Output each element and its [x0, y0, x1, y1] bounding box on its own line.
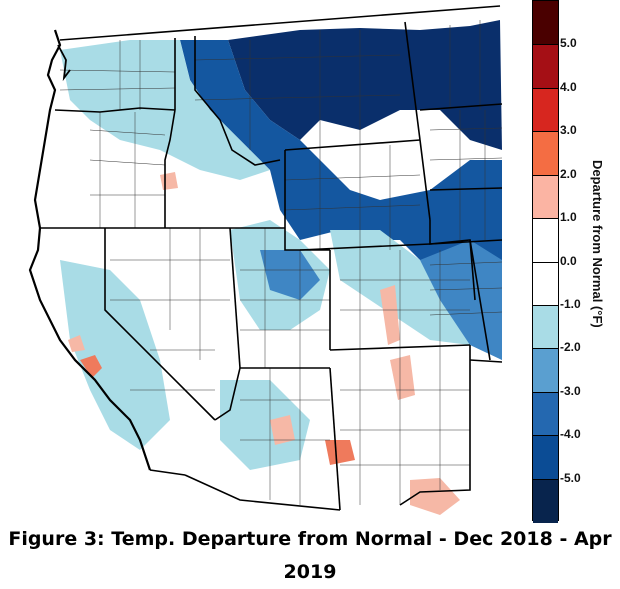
- anomaly-cold-strong-north: [180, 40, 502, 360]
- county-line: [429, 127, 503, 131]
- legend-swatch: [533, 435, 558, 480]
- legend-swatch: [533, 87, 558, 133]
- border-az-mx: [184, 474, 341, 511]
- county-line: [429, 287, 503, 291]
- legend-swatch: [533, 391, 558, 437]
- border-nv-az: [214, 367, 241, 421]
- county-borders: [59, 20, 503, 505]
- border-nv-ut: [229, 227, 241, 369]
- anomaly-warm-id: [160, 172, 178, 190]
- legend-swatch: [533, 44, 558, 89]
- border-mt-wy: [284, 139, 421, 151]
- legend-swatch: [533, 304, 558, 350]
- state-borders: [40, 5, 503, 511]
- county-line: [429, 157, 503, 161]
- anomaly-warm-co-2: [390, 355, 415, 400]
- legend-tick-label: 5.0: [560, 36, 577, 51]
- legend-tick-label: 2.0: [560, 166, 577, 181]
- anomaly-cold-deep-north: [228, 20, 502, 150]
- county-line: [89, 159, 166, 166]
- border-nm-tx: [399, 345, 471, 506]
- legend-swatch: [533, 1, 558, 45]
- county-line: [59, 69, 176, 73]
- legend-tick-label: 4.0: [560, 79, 577, 94]
- puget-sound: [57, 44, 71, 82]
- legend-tick-label: -5.0: [560, 470, 581, 485]
- county-line: [429, 311, 503, 316]
- county-line: [59, 87, 176, 91]
- legend-swatch: [533, 261, 558, 306]
- border-nd-sd: [419, 103, 503, 111]
- legend-title: Departure from Normal (°F): [590, 160, 605, 328]
- anomaly-warm-az: [270, 415, 295, 445]
- county-line: [284, 204, 421, 211]
- legend-swatch: [533, 131, 558, 176]
- legend-color-bar: [532, 0, 559, 523]
- legend-swatch: [533, 218, 558, 263]
- anomaly-warm-ca-2: [68, 335, 85, 352]
- legend-tick-label: -4.0: [560, 427, 581, 442]
- border-ca-mx: [149, 469, 186, 476]
- color-legend: 5.0 4.0 3.0 2.0 1.0 0.0 -1.0 -2.0 -3.0 -4.0 -5.0 D…: [527, 0, 620, 523]
- legend-tick-label: -2.0: [560, 340, 581, 355]
- anomaly-cold-mid-plains: [420, 240, 502, 360]
- county-line: [194, 94, 401, 101]
- border-id-mt: [194, 36, 281, 166]
- anomaly-cold-light-az: [220, 380, 310, 470]
- border-wa-or: [54, 107, 176, 113]
- legend-swatch: [533, 174, 558, 220]
- anomaly-warm-nm: [410, 478, 460, 515]
- border-co-ks: [469, 239, 491, 361]
- border-az-nm: [329, 367, 341, 511]
- county-line: [194, 54, 401, 61]
- legend-tick-label: -3.0: [560, 383, 581, 398]
- border-co-nm: [329, 344, 471, 351]
- county-line: [284, 174, 421, 181]
- map-canvas: [28, 5, 503, 515]
- figure-caption: Figure 3: Temp. Departure from Normal - …: [8, 528, 612, 583]
- pacific-coastline: [28, 29, 152, 471]
- border-ut-wy: [284, 228, 330, 251]
- anomaly-cold-light-ca: [60, 260, 170, 450]
- anomaly-warm-ca: [80, 355, 102, 378]
- anomaly-warm-co: [380, 285, 400, 345]
- border-wy-co: [299, 243, 431, 251]
- border-ne-co: [429, 220, 476, 301]
- border-ca-nv: [104, 228, 216, 421]
- anomaly-shading: [60, 20, 502, 515]
- temperature-departure-map: [28, 5, 503, 515]
- legend-swatch: [533, 348, 558, 393]
- legend-tick-label: 1.0: [560, 210, 577, 225]
- county-line: [429, 261, 503, 266]
- border-ne-ks: [429, 239, 503, 245]
- border-mt-nd: [404, 21, 421, 141]
- border-wy-sd: [419, 139, 431, 221]
- legend-tick-label: 3.0: [560, 123, 577, 138]
- legend-swatch: [533, 478, 558, 523]
- legend-tick-label: -1.0: [560, 296, 581, 311]
- border-sd-ne: [429, 187, 503, 191]
- border-ok-tx: [469, 359, 503, 363]
- county-line: [89, 129, 166, 136]
- anomaly-warm-nm-2: [325, 440, 355, 465]
- border-or-id: [164, 109, 176, 228]
- border-canada: [59, 5, 501, 41]
- anomaly-cold-mid-utah: [260, 250, 320, 300]
- legend-tick-label: 0.0: [560, 253, 577, 268]
